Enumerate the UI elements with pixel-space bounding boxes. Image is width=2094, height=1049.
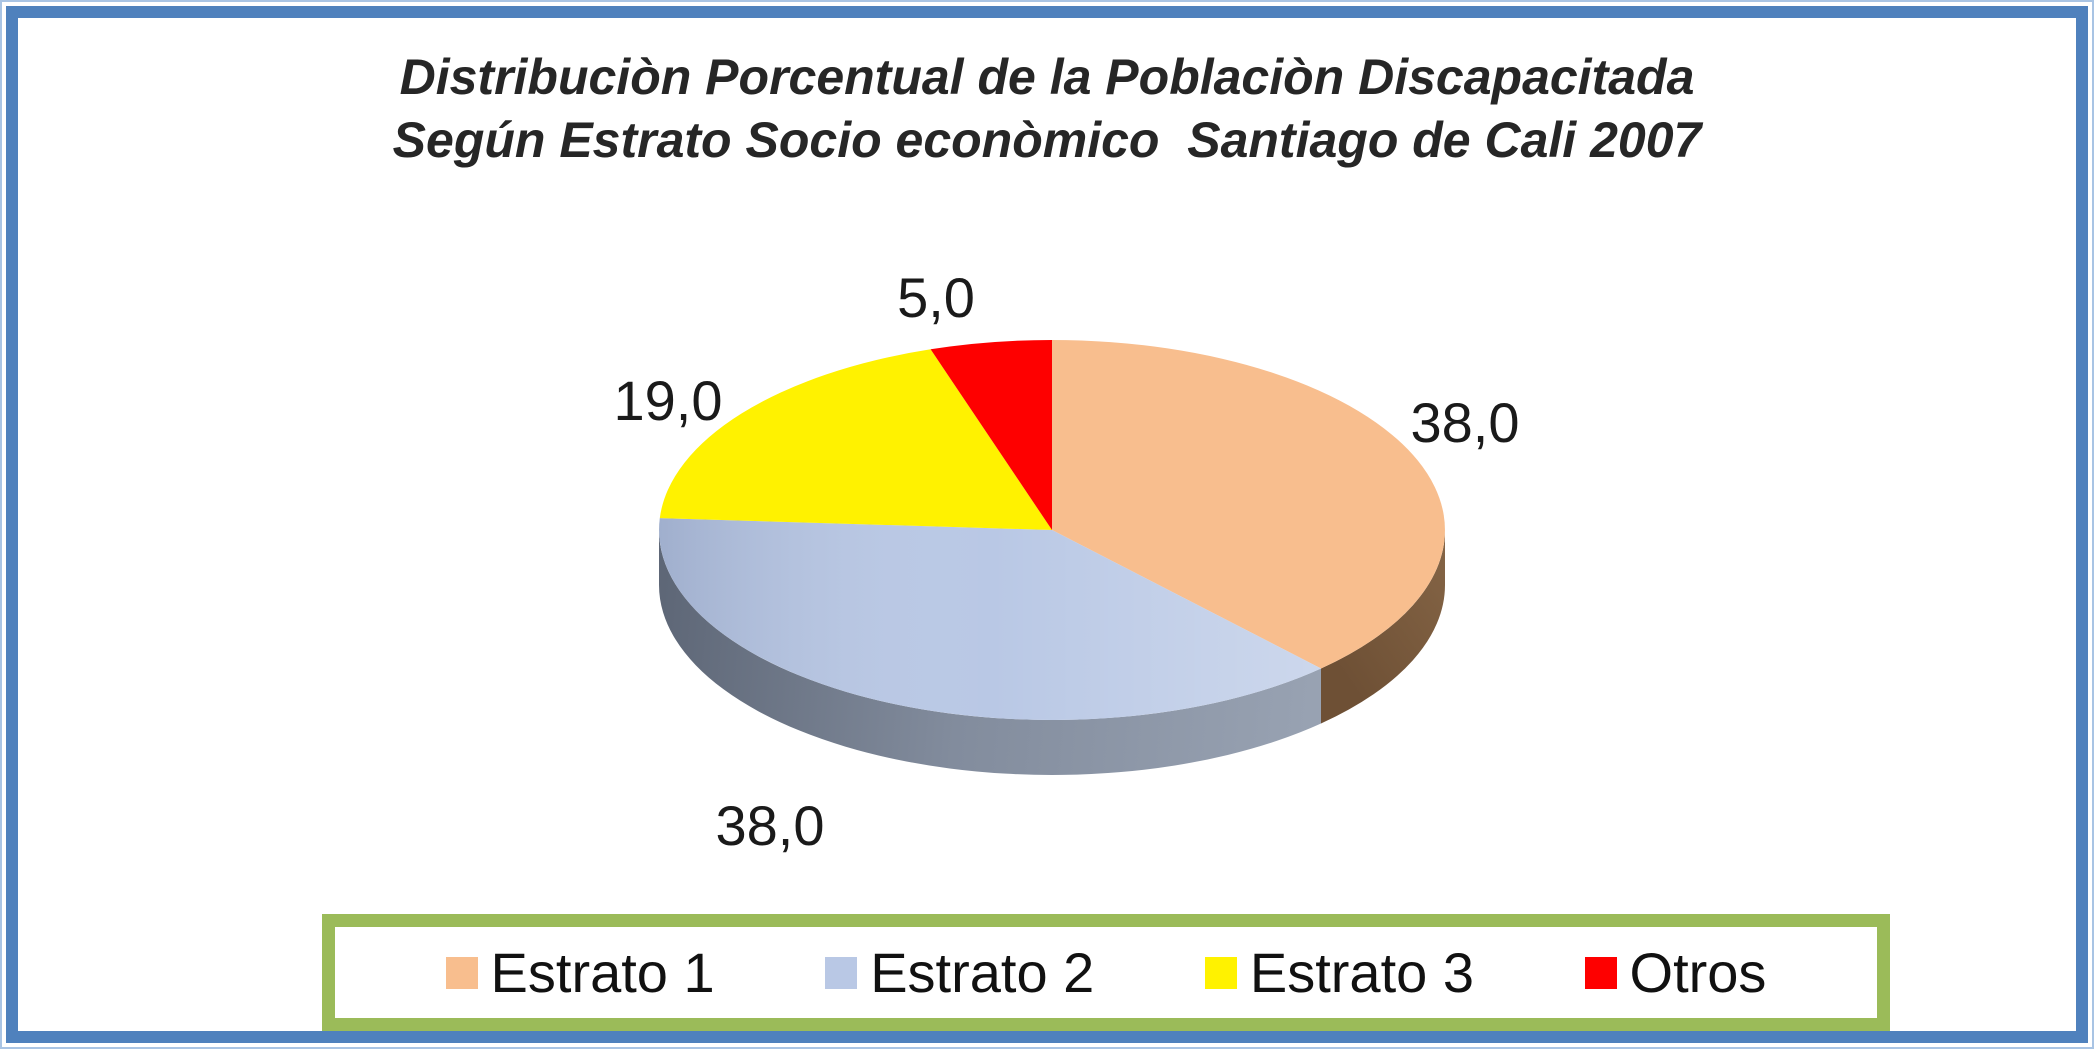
- legend-swatch-estrato-3: [1204, 956, 1237, 989]
- legend-label-otros: Otros: [1629, 941, 1767, 1004]
- pie-slice-otros: [930, 340, 1052, 530]
- legend-item-otros: Otros: [1584, 940, 1767, 1005]
- pie-side-estrato-1: [1321, 530, 1445, 724]
- legend-swatch-estrato-1: [445, 956, 478, 989]
- legend-swatch-otros: [1584, 956, 1617, 989]
- legend-label-estrato-3: Estrato 3: [1249, 941, 1474, 1004]
- chart-title-line-1: Distribuciòn Porcentual de la Poblaciòn …: [399, 49, 1695, 105]
- legend-item-estrato-2: Estrato 2: [825, 940, 1094, 1005]
- chart-title: Distribuciòn Porcentual de la Poblaciòn …: [0, 46, 2094, 172]
- legend-label-estrato-2: Estrato 2: [870, 941, 1095, 1004]
- pie-side-estrato-2: [659, 530, 1321, 775]
- chart-border: [6, 6, 2088, 1043]
- pie-slice-estrato-3: [659, 349, 1052, 530]
- pie-slice-estrato-1: [1052, 340, 1445, 669]
- data-label-estrato-2: 38,0: [716, 794, 825, 857]
- pie-slice-estrato-2-sheen: [659, 518, 1321, 720]
- legend-item-estrato-1: Estrato 1: [445, 940, 715, 1005]
- legend-swatch-estrato-2: [825, 956, 858, 989]
- chart-title-line-2: Según Estrato Socio econòmico Santiago d…: [392, 112, 1702, 168]
- data-label-otros: 5,0: [897, 266, 975, 329]
- legend: Estrato 1 Estrato 2 Estrato 3 Otros: [322, 914, 1890, 1031]
- data-label-estrato-1: 38,0: [1411, 391, 1520, 454]
- legend-label-estrato-1: Estrato 1: [490, 941, 715, 1004]
- legend-item-estrato-3: Estrato 3: [1204, 940, 1474, 1005]
- data-label-estrato-3: 19,0: [614, 369, 723, 432]
